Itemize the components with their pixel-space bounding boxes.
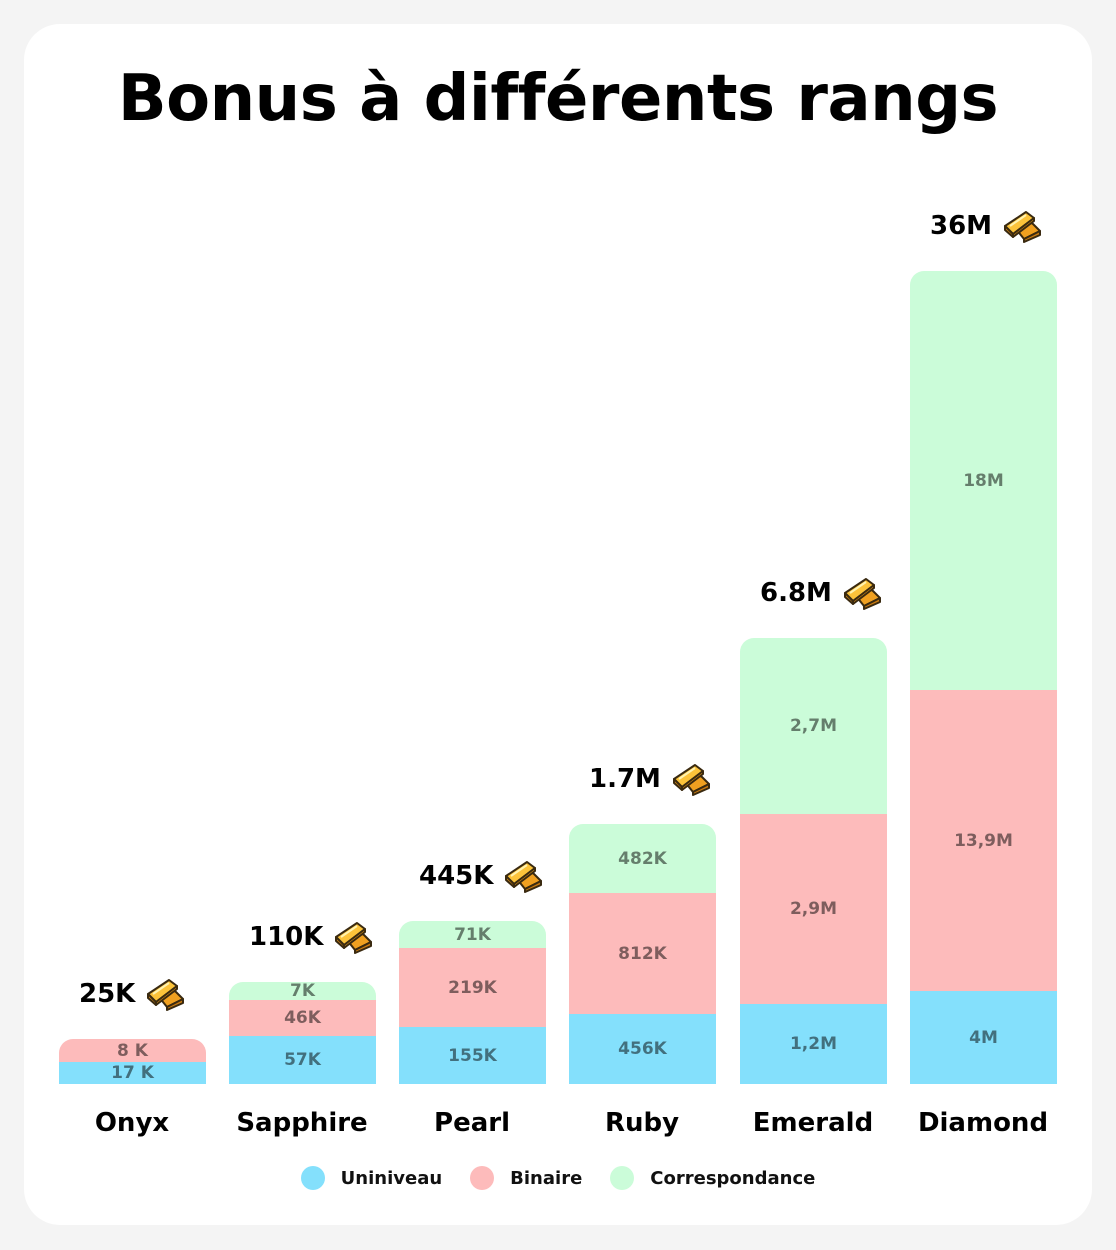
gold-bars-icon [503, 859, 543, 893]
bar-diamond: 4M 13,9M 18M [910, 271, 1057, 1084]
category-label: Diamond [917, 1108, 1049, 1138]
legend-dot-correspondance [610, 1166, 635, 1190]
segment-correspondance: 71K [399, 921, 546, 948]
segment-correspondance: 18M [910, 271, 1057, 690]
total-label: 1.7M [589, 762, 711, 796]
segment-correspondance: 2,7M [740, 638, 887, 814]
segment-uniniveau: 57K [229, 1036, 376, 1084]
legend-label: Correspondance [650, 1167, 816, 1189]
legend-item-uniniveau: Uniniveau [300, 1166, 443, 1190]
bar-emerald: 1,2M 2,9M 2,7M [740, 638, 887, 1084]
legend-item-binaire: Binaire [470, 1166, 582, 1190]
category-label: Emerald [752, 1108, 874, 1138]
category-label: Ruby [604, 1108, 680, 1138]
segment-uniniveau: 17 K [59, 1062, 206, 1084]
segment-uniniveau: 456K [569, 1014, 716, 1084]
segment-binaire: 8 K [59, 1039, 206, 1062]
gold-bars-icon [1002, 209, 1042, 243]
gold-bars-icon [842, 576, 882, 610]
legend-label: Binaire [510, 1167, 583, 1189]
bar-sapphire: 57K 46K 7K [229, 982, 376, 1084]
segment-uniniveau: 1,2M [740, 1004, 887, 1084]
segment-binaire: 219K [399, 948, 546, 1027]
total-label: 6.8M [760, 576, 882, 610]
gold-bars-icon [333, 920, 373, 954]
total-label: 36M [930, 209, 1042, 243]
gold-bars-icon [671, 762, 711, 796]
category-label: Sapphire [236, 1108, 368, 1138]
segment-correspondance: 7K [229, 982, 376, 1001]
legend: Uniniveau Binaire Correspondance [0, 1166, 1116, 1190]
segment-binaire: 812K [569, 893, 716, 1014]
chart-title: Bonus à différents rangs [117, 62, 999, 136]
bar-ruby: 456K 812K 482K [569, 824, 716, 1084]
legend-dot-binaire [470, 1166, 495, 1190]
category-label: Onyx [94, 1108, 170, 1138]
total-label: 110K [249, 920, 373, 954]
legend-item-correspondance: Correspondance [610, 1166, 815, 1190]
segment-correspondance: 482K [569, 824, 716, 893]
total-label: 445K [419, 859, 543, 893]
segment-uniniveau: 4M [910, 991, 1057, 1084]
segment-binaire: 13,9M [910, 690, 1057, 991]
legend-dot-uniniveau [300, 1166, 325, 1190]
segment-uniniveau: 155K [399, 1027, 546, 1084]
bar-pearl: 155K 219K 71K [399, 921, 546, 1084]
segment-binaire: 2,9M [740, 814, 887, 1004]
legend-label: Uniniveau [340, 1167, 443, 1189]
segment-binaire: 46K [229, 1000, 376, 1036]
category-label: Pearl [434, 1108, 510, 1138]
total-label: 25K [79, 977, 185, 1011]
gold-bars-icon [145, 977, 185, 1011]
